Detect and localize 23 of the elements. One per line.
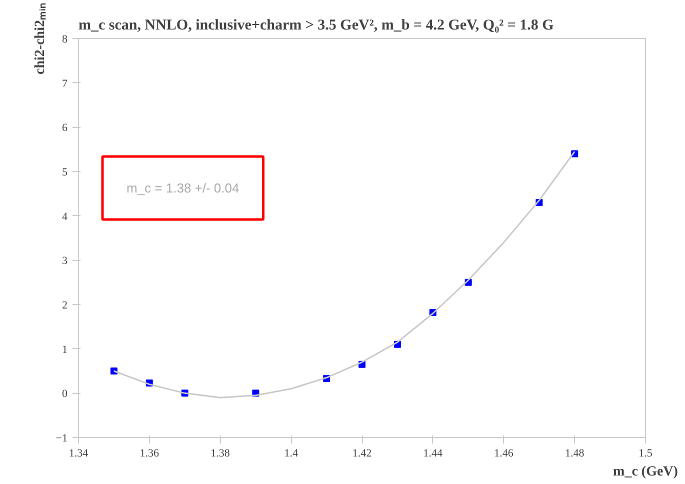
y-tick-label: −1 (56, 432, 68, 444)
x-axis-title: m_c (GeV) (613, 464, 678, 480)
x-tick-label: 1.5 (638, 448, 653, 460)
y-tick-label: 1 (62, 344, 68, 356)
y-tick-label: 2 (62, 300, 68, 312)
x-tick-label: 1.4 (284, 448, 298, 460)
x-tick-label: 1.38 (210, 448, 230, 460)
annotation: m_c = 1.38 +/- 0.04 (126, 180, 240, 196)
y-tick-label: 4 (62, 210, 68, 223)
y-axis-title: chi2-chi2ₘᵢₙ (32, 2, 48, 74)
y-tick-label: 5 (62, 166, 68, 178)
x-tick-label: 1.44 (423, 448, 443, 460)
y-tick-label: 6 (62, 122, 68, 134)
x-tick-label: 1.42 (352, 448, 372, 460)
y-tick-label: 8 (62, 34, 68, 46)
x-tick-label: 1.34 (68, 448, 89, 460)
chart-title: m_c scan, NNLO, inclusive+charm > 3.5 GeV², m_b = 4.2 GeV, Q₀² = 1.8 G (78, 18, 554, 34)
x-tick-label: 1.36 (140, 448, 160, 460)
y-tick-label: 7 (62, 78, 68, 90)
x-tick-label: 1.48 (565, 448, 585, 460)
x-tick-label: 1.46 (494, 448, 514, 460)
y-tick-label: 3 (62, 255, 68, 268)
y-tick-label: 0 (62, 388, 68, 400)
